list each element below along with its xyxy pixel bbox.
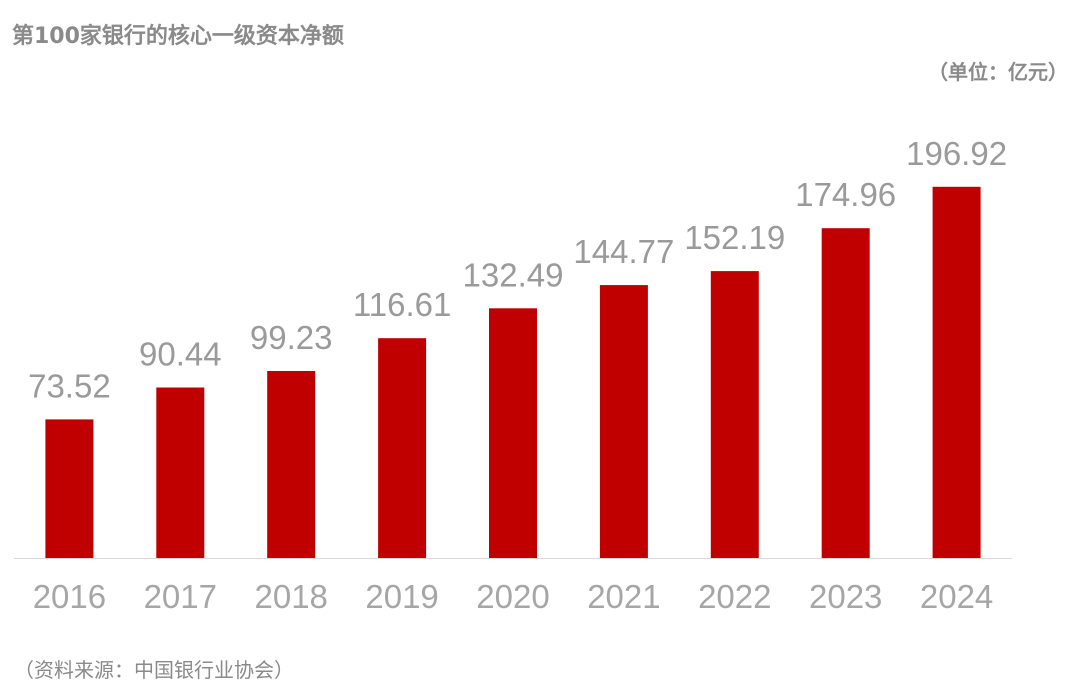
bar-2023 xyxy=(821,228,870,558)
chart-title: 第100家银行的核心一级资本净额 xyxy=(12,24,344,49)
bar-2024 xyxy=(932,186,981,559)
bar-2016 xyxy=(45,419,94,558)
x-tick-label-2018: 2018 xyxy=(254,578,327,615)
bar-2022 xyxy=(710,271,759,558)
value-label-2019: 116.61 xyxy=(353,286,451,323)
x-tick-label-2024: 2024 xyxy=(920,578,993,615)
x-tick-label-2022: 2022 xyxy=(698,578,771,615)
value-label-2022: 152.19 xyxy=(684,219,785,256)
value-label-2023: 174.96 xyxy=(795,176,896,213)
source-note: （资料来源：中国银行业协会） xyxy=(14,658,294,682)
bar-2021 xyxy=(599,285,648,558)
value-label-2016: 73.52 xyxy=(28,367,111,404)
value-label-2021: 144.77 xyxy=(573,233,674,270)
x-tick-label-2019: 2019 xyxy=(365,578,438,615)
bar-2019 xyxy=(378,338,427,558)
value-label-2024: 196.92 xyxy=(906,135,1007,172)
x-tick-label-2023: 2023 xyxy=(809,578,882,615)
x-tick-label-2021: 2021 xyxy=(587,578,660,615)
bar-2017 xyxy=(156,387,205,558)
value-label-2018: 99.23 xyxy=(250,319,333,356)
unit-label: （单位：亿元） xyxy=(928,60,1068,84)
value-label-2017: 90.44 xyxy=(139,336,222,373)
x-tick-label-2017: 2017 xyxy=(144,578,217,615)
bar-chart: 73.52 2016 90.44 2017 99.23 2018 116.61 2019 132… xyxy=(14,135,1012,615)
x-tick-label-2016: 2016 xyxy=(33,578,106,615)
bar-2018 xyxy=(267,371,316,558)
bar-2020 xyxy=(489,308,537,558)
x-tick-label-2020: 2020 xyxy=(476,578,549,615)
value-label-2020: 132.49 xyxy=(463,256,564,293)
